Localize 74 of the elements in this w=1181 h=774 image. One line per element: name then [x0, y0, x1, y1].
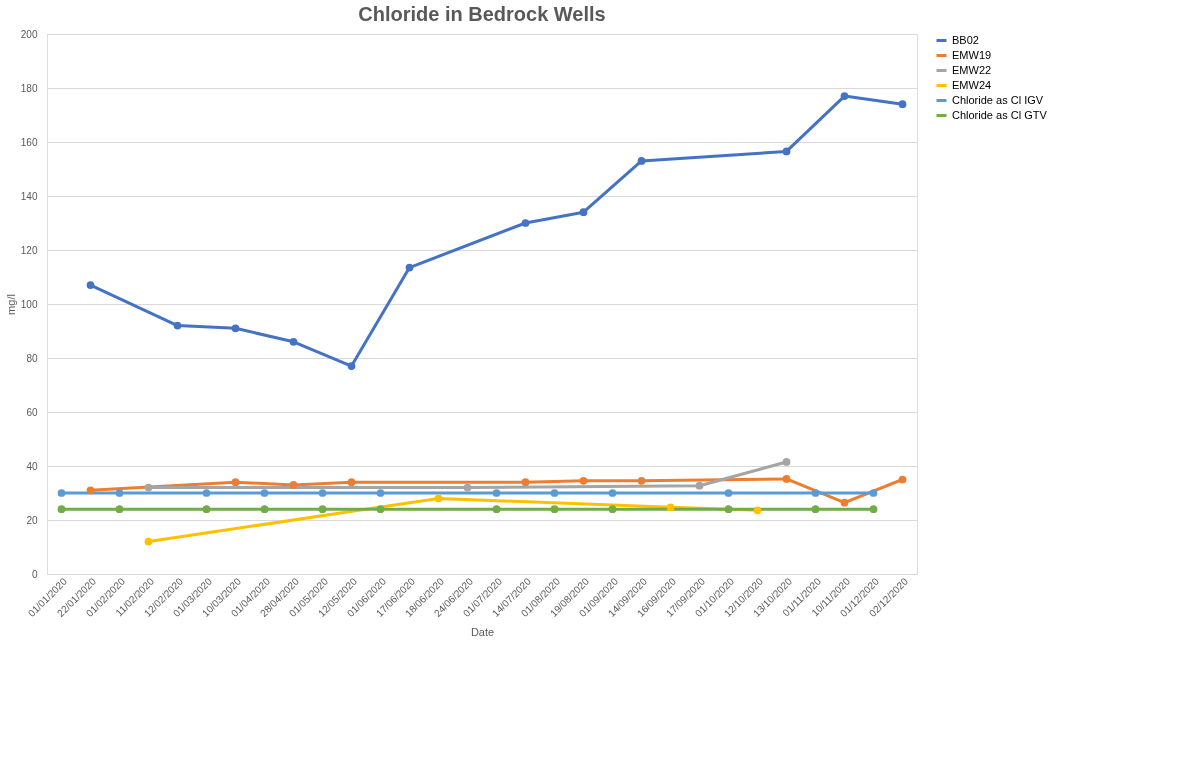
point [840, 498, 849, 507]
y-tick-label: 180 [20, 82, 38, 94]
point [782, 475, 791, 483]
legend-label: Chloride as Cl IGV [952, 93, 1044, 106]
point [840, 92, 849, 100]
chart-title: Chloride in Bedrock Wells [358, 3, 606, 25]
legend-label: Chloride as Cl GTV [952, 108, 1048, 121]
point [550, 505, 559, 514]
y-tick-label: 100 [20, 298, 38, 310]
point [724, 489, 733, 497]
point [637, 157, 646, 165]
point [231, 478, 240, 487]
point [492, 489, 501, 497]
point [550, 489, 559, 497]
point [811, 505, 820, 514]
point [347, 478, 356, 487]
point [753, 506, 762, 515]
point [724, 505, 733, 514]
y-tick-label: 60 [26, 406, 38, 418]
point [898, 100, 907, 109]
point [231, 324, 240, 333]
y-tick-label: 20 [26, 514, 38, 526]
point [898, 475, 907, 484]
point [318, 489, 327, 497]
point [637, 476, 646, 485]
y-tick-label: 40 [26, 460, 38, 472]
point [376, 489, 385, 497]
point [782, 147, 791, 156]
point [869, 505, 878, 514]
legend-label: EMW19 [952, 48, 992, 61]
point [202, 489, 211, 497]
point [260, 505, 269, 514]
y-tick-label: 120 [20, 244, 38, 256]
y-tick-label: 0 [31, 568, 38, 580]
point [811, 489, 820, 497]
point [695, 481, 704, 490]
point [608, 505, 617, 514]
legend-label: BB02 [952, 33, 979, 46]
point [318, 505, 327, 514]
point [115, 489, 124, 497]
point [86, 281, 95, 289]
y-tick-label: 200 [20, 28, 38, 40]
point [869, 489, 878, 497]
point [347, 362, 356, 370]
point [579, 208, 588, 217]
point [144, 537, 153, 546]
point [376, 505, 385, 514]
point [521, 478, 530, 487]
x-axis-title: Date [470, 625, 495, 638]
point [289, 481, 298, 489]
y-tick-label: 160 [20, 136, 38, 148]
legend-label: EMW22 [952, 63, 992, 76]
point [144, 483, 153, 492]
point [202, 505, 211, 514]
point [492, 505, 501, 514]
legend-label: EMW24 [952, 78, 992, 91]
point [666, 503, 675, 512]
point [463, 483, 472, 492]
point [579, 476, 588, 485]
point [289, 337, 298, 346]
point [57, 505, 66, 514]
point [521, 219, 530, 227]
point [405, 263, 414, 272]
point [434, 494, 443, 503]
point [260, 489, 269, 497]
y-tick-label: 80 [26, 352, 38, 364]
point [782, 458, 791, 466]
y-axis-title: mg/l [4, 294, 17, 315]
point [173, 321, 182, 330]
point [57, 489, 66, 497]
y-tick-label: 140 [20, 190, 38, 202]
point [86, 486, 95, 495]
point [115, 505, 124, 514]
point [608, 489, 617, 497]
